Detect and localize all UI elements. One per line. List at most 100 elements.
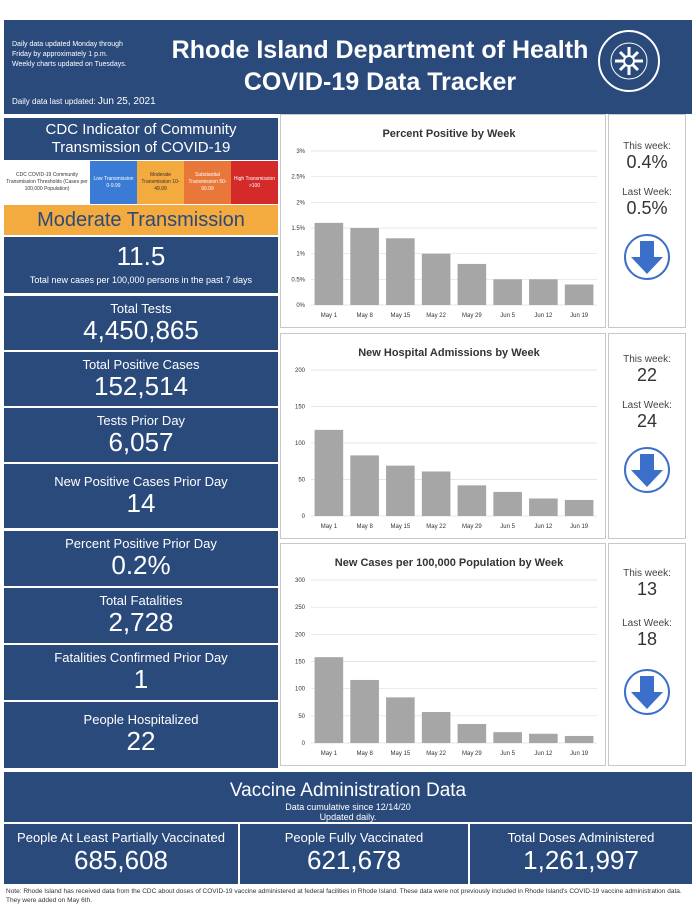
bar <box>421 712 451 743</box>
x-tick-label: May 1 <box>321 524 338 530</box>
y-tick-label: 200 <box>295 368 306 374</box>
x-tick-label: May 8 <box>356 524 373 530</box>
x-tick-label: May 15 <box>391 524 411 530</box>
transmission-level-badge: Moderate Transmission <box>4 205 278 235</box>
bar <box>457 263 487 305</box>
bar <box>421 253 451 305</box>
y-tick-label: 1.5% <box>291 226 305 232</box>
footnote: Note: Rhode Island has received data fro… <box>6 888 682 904</box>
bar <box>314 657 344 743</box>
weekly-summary-new-cases: This week: 13 Last Week: 18 <box>608 543 686 766</box>
new-cases-chart: New Cases per 100,000 Population by Week… <box>295 557 597 757</box>
case-rate-value: 11.5 <box>116 241 166 271</box>
note-line: Daily data updated Monday through <box>12 41 123 48</box>
vaccine-section-header: Vaccine Administration Data Data cumulat… <box>4 772 692 822</box>
transmission-scale: CDC COVID-19 Community Transmission Thre… <box>4 161 278 204</box>
vaccine-value: 685,608 <box>74 845 168 875</box>
scale-legend-label: CDC COVID-19 Community Transmission Thre… <box>4 161 90 204</box>
stat-label: Tests Prior Day <box>96 413 186 428</box>
x-tick-label: May 29 <box>462 313 482 319</box>
vaccine-doses-box: Total Doses Administered 1,261,997 <box>470 824 692 884</box>
vaccine-subtitle-1: Data cumulative since 12/14/20 <box>285 802 411 812</box>
this-week-label: This week: <box>623 141 671 152</box>
last-week-value: 0.5% <box>626 198 668 218</box>
y-tick-label: 150 <box>295 660 306 666</box>
stat-box: Total Fatalities 2,728 <box>4 588 278 643</box>
x-tick-label: May 15 <box>391 313 411 319</box>
bar <box>529 498 558 516</box>
x-tick-label: Jun 19 <box>570 751 589 757</box>
chart-title: New Hospital Admissions by Week <box>358 347 540 359</box>
chart-percent-positive: Percent Positive by Week 0% 0.5% 1% 1.5% 2% 2.… <box>280 114 606 328</box>
bar <box>314 429 344 516</box>
y-tick-label: 100 <box>295 441 306 447</box>
y-tick-label: 100 <box>295 687 306 693</box>
this-week-label: This week: <box>623 354 671 365</box>
vaccine-value: 1,261,997 <box>523 845 639 875</box>
bar <box>314 222 344 305</box>
weekly-summary-percent-positive: This week: 0.4% Last Week: 0.5% <box>608 114 686 328</box>
y-tick-label: 250 <box>295 605 306 611</box>
stat-value: 22 <box>126 726 156 756</box>
stat-box: Total Positive Cases 152,514 <box>4 352 278 406</box>
vaccine-label: Total Doses Administered <box>507 830 655 845</box>
y-tick-label: 0.5% <box>291 277 305 283</box>
note-line: Friday by approximately 1 p.m. <box>12 51 108 58</box>
stat-box: Fatalities Confirmed Prior Day 1 <box>4 645 278 700</box>
vaccine-value: 621,678 <box>307 845 401 875</box>
x-tick-label: Jun 12 <box>534 524 553 530</box>
bar <box>493 491 522 516</box>
cdc-case-rate-box: 11.5 Total new cases per 100,000 persons… <box>4 237 278 293</box>
x-tick-label: May 1 <box>321 751 338 757</box>
x-tick-label: Jun 5 <box>500 751 515 757</box>
title-line-2: COVID-19 Data Tracker <box>243 68 517 96</box>
y-tick-label: 3% <box>296 149 305 155</box>
bar <box>529 733 558 743</box>
this-week-label: This week: <box>623 568 671 579</box>
vaccine-full-box: People Fully Vaccinated 621,678 <box>240 824 468 884</box>
bar <box>386 465 415 516</box>
stat-label: New Positive Cases Prior Day <box>54 474 228 489</box>
x-tick-label: Jun 12 <box>534 313 553 319</box>
vaccine-label: People Fully Vaccinated <box>284 830 424 845</box>
bar <box>564 284 594 305</box>
stat-label: Total Fatalities <box>99 593 183 608</box>
last-week-label: Last Week: <box>622 618 672 629</box>
x-tick-label: May 22 <box>426 751 446 757</box>
x-tick-label: May 29 <box>462 751 482 757</box>
scale-substantial: Substantial Transmission 50-99.99 <box>184 161 231 204</box>
stat-label: Total Positive Cases <box>82 357 200 372</box>
down-arrow-icon <box>624 234 670 280</box>
bar <box>350 228 379 305</box>
stat-box: People Hospitalized 22 <box>4 702 278 768</box>
stat-box: Percent Positive Prior Day 0.2% <box>4 531 278 586</box>
vaccine-title: Vaccine Administration Data <box>229 780 467 801</box>
bar <box>457 485 487 516</box>
bar <box>386 697 415 743</box>
last-week-value: 24 <box>636 411 658 431</box>
bar <box>421 471 451 516</box>
bar <box>564 735 594 743</box>
bar <box>564 499 594 516</box>
y-tick-label: 0 <box>302 514 306 520</box>
y-tick-label: 50 <box>298 478 305 484</box>
x-tick-label: May 29 <box>462 524 482 530</box>
down-arrow-icon <box>624 447 670 493</box>
x-tick-label: May 8 <box>356 313 373 319</box>
last-updated-label: Daily data last updated: <box>12 97 96 106</box>
y-tick-label: 2.5% <box>291 175 305 181</box>
hospital-admissions-chart: New Hospital Admissions by Week 0 50 100 150… <box>295 347 597 530</box>
update-schedule-notes: Daily data updated Monday through Friday… <box>12 40 162 70</box>
x-tick-label: Jun 12 <box>534 751 553 757</box>
cdc-indicator-title: CDC Indicator of Community Transmission … <box>4 118 278 160</box>
chart-hospital-admissions: New Hospital Admissions by Week 0 50 100 150… <box>280 333 606 539</box>
title-line-1: Rhode Island Department of Health <box>171 36 589 64</box>
last-updated-date: Jun 25, 2021 <box>97 96 156 107</box>
bar <box>350 455 379 516</box>
bar <box>350 679 379 743</box>
y-tick-label: 300 <box>295 578 306 584</box>
scale-low: Low Transmission 0-9.99 <box>90 161 137 204</box>
last-week-label: Last Week: <box>622 187 672 198</box>
cdc-title-line-1: CDC Indicator of Community <box>45 121 237 138</box>
bar <box>457 723 487 743</box>
